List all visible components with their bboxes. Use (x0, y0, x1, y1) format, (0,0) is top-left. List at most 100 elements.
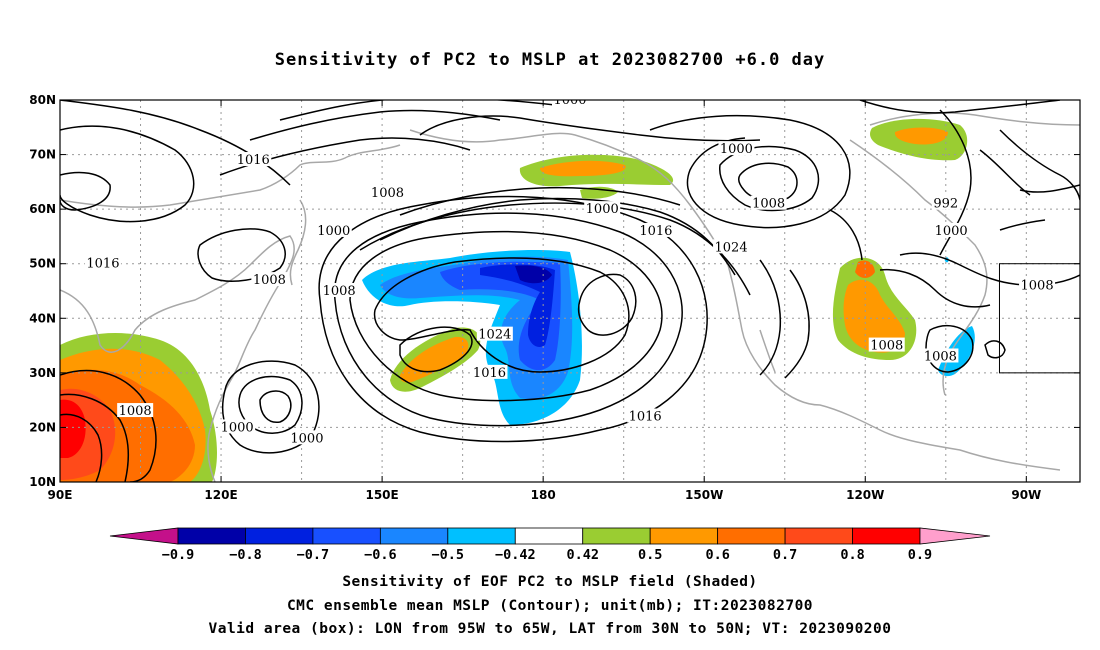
lat-label: 30N (29, 366, 56, 380)
colorbar-label: −0.42 (495, 547, 536, 563)
contour-label-bg (637, 222, 674, 237)
mslp-contour (399, 186, 681, 216)
colorbar-swatch (447, 527, 516, 545)
contour-label: 1016 (639, 224, 672, 239)
contour-label: 1008 (870, 339, 903, 354)
caption-line-2: CMC ensemble mean MSLP (Contour); unit(m… (286, 598, 814, 614)
coastline-segment (289, 199, 307, 286)
contour-label: 1016 (86, 257, 119, 272)
coastline-segment (759, 329, 776, 373)
contour-label-bg (713, 239, 750, 254)
mslp-contour (999, 129, 1080, 201)
mslp-contour (419, 115, 761, 142)
contour-label-bg (933, 222, 970, 237)
contour-label-bg (552, 100, 588, 106)
contour-label-bg (471, 364, 508, 379)
lat-label: 40N (29, 311, 56, 325)
mslp-contour (60, 369, 157, 482)
shading-patch (440, 261, 561, 371)
mslp-contour (249, 109, 501, 141)
mslp-contour (238, 375, 303, 434)
caption-line-3: Valid area (box): LON from 95W to 65W, L… (208, 621, 892, 637)
contour-label: 1008 (752, 197, 785, 212)
contour-label-bg (718, 141, 755, 156)
contour-label-bg (235, 152, 272, 167)
contour-labels: 1000100010001016100810001008992992101610… (84, 93, 1056, 446)
colorbar-label: −0.7 (297, 547, 330, 563)
colorbar-swatch (649, 527, 719, 545)
colorbar-swatch (717, 527, 786, 545)
contour-label: 1000 (720, 142, 753, 157)
colorbar-label: 0.5 (638, 547, 662, 563)
colorbar-label: 0.6 (705, 547, 729, 563)
colorbar-label: 0.9 (908, 547, 932, 563)
contour-label: 1008 (253, 273, 286, 288)
contour-label: 1000 (317, 224, 350, 239)
contour-label-bg (288, 430, 325, 445)
mslp-contour (60, 413, 103, 482)
lat-label: 60N (29, 202, 56, 216)
mslp-contour (829, 209, 863, 261)
mslp-contour (259, 390, 292, 423)
colorbar-swatch (784, 527, 853, 545)
contour-label-bg (117, 403, 154, 418)
mslp-contour (60, 171, 111, 211)
colorbar-swatch (177, 527, 246, 545)
mslp-contour (349, 230, 663, 402)
colorbar-swatch (514, 527, 584, 545)
plot-frame (59, 99, 1081, 483)
mslp-contour (649, 114, 851, 229)
mslp-contour (925, 324, 974, 373)
contour-label-bg (1019, 277, 1056, 292)
contour-label-bg (476, 326, 513, 341)
contour-label: 1008 (323, 284, 356, 299)
contour-label: 1008 (371, 186, 404, 201)
contour-label-bg (84, 255, 121, 270)
mslp-contour (719, 145, 820, 212)
mslp-contour (979, 149, 1031, 196)
mslp-contour (318, 195, 708, 443)
colorbar-label: 0.8 (840, 547, 864, 563)
mslp-contour (759, 259, 782, 376)
contour-label: 1000 (290, 431, 323, 446)
contour-label-bg (219, 419, 256, 434)
contour-label-bg (922, 348, 959, 363)
lon-label: 150E (365, 488, 398, 502)
colorbar-label: −0.5 (432, 547, 465, 563)
shading-patch (399, 336, 469, 383)
colorbar-low-triangle (109, 527, 179, 545)
mslp-contour (984, 340, 1006, 359)
contour-label: 992 (933, 197, 958, 212)
shading-patch (540, 160, 626, 177)
lat-label: 80N (29, 93, 56, 107)
mslp-contour (379, 197, 736, 276)
lat-label: 10N (29, 475, 56, 489)
colorbar-swatch (312, 527, 381, 545)
contour-label-bg (315, 222, 352, 237)
plot-area: 1000100010001016100810001008992992101610… (60, 93, 1080, 482)
colorbar-swatch (852, 527, 921, 545)
mslp-contour (373, 257, 630, 373)
colorbar-label: 0.7 (773, 547, 797, 563)
contour-label: 1000 (553, 93, 586, 108)
contour-label: 1024 (478, 328, 511, 343)
colorbar-swatch (379, 527, 449, 545)
contour-label: 1016 (473, 366, 506, 381)
contour-label-bg (868, 337, 905, 352)
contour-label-bg (251, 272, 288, 287)
contour-label-bg (584, 201, 621, 216)
colorbar-swatch (245, 527, 314, 545)
coastline-segment (409, 129, 1061, 471)
lon-label: 150W (685, 488, 723, 502)
contour-label-bg (321, 283, 358, 297)
map-title: Sensitivity of PC2 to MSLP at 2023082700… (274, 50, 826, 70)
contour-label: 1008 (924, 349, 957, 364)
lat-label: 50N (29, 257, 56, 271)
mslp-contours (60, 100, 1080, 482)
mslp-contour (279, 100, 556, 121)
contour-label: 1016 (237, 153, 270, 168)
mslp-contour (859, 100, 1061, 114)
mslp-contour (60, 393, 130, 482)
colorbar: −0.9 −0.8 −0.7 −0.6 −0.5 −0.42 0.42 0.5 0.6 0.7 0.… (109, 527, 991, 563)
